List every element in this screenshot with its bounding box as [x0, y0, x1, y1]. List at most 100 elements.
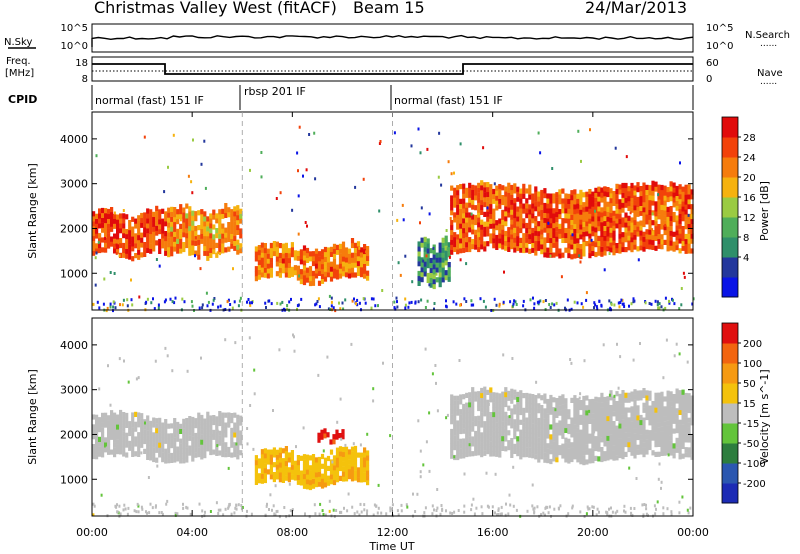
heatmap-cell [645, 194, 649, 200]
heatmap-cell [95, 248, 99, 254]
heatmap-cell [463, 297, 466, 301]
heatmap-cell [107, 213, 111, 219]
heatmap-cell [338, 433, 342, 439]
heatmap-cell [684, 224, 688, 230]
heatmap-cell [176, 248, 180, 254]
heatmap-cell [603, 215, 607, 222]
heatmap-cell [528, 408, 532, 414]
heatmap-cell [556, 199, 559, 203]
heatmap-cell [561, 188, 565, 194]
heatmap-cell [344, 267, 349, 273]
heatmap-cell [468, 446, 472, 452]
heatmap-cell [344, 257, 349, 263]
heatmap-cell [675, 195, 679, 201]
heatmap-cell [137, 451, 141, 457]
heatmap-cell [101, 417, 105, 423]
heatmap-cell [134, 223, 138, 229]
heatmap-cell [586, 505, 589, 509]
heatmap-cell [359, 452, 364, 458]
heatmap-cell [155, 428, 159, 434]
heatmap-cell [347, 258, 352, 264]
heatmap-cell [486, 439, 490, 445]
heatmap-cell [477, 227, 481, 233]
heatmap-cell [419, 151, 422, 155]
heatmap-cell [546, 198, 550, 204]
heatmap-cell [218, 415, 222, 422]
heatmap-cell [564, 437, 568, 443]
heatmap-cell [480, 204, 484, 210]
heatmap-cell [642, 187, 646, 193]
heatmap-cell [468, 397, 472, 403]
heatmap-cell [305, 484, 310, 490]
heatmap-cell [684, 248, 688, 254]
heatmap-cell [507, 390, 511, 396]
heatmap-cell [570, 190, 574, 196]
heatmap-cell [514, 300, 517, 304]
heatmap-cell [239, 440, 243, 446]
heatmap-cell [648, 214, 652, 220]
heatmap-cell [654, 417, 658, 423]
heatmap-cell [512, 465, 515, 469]
heatmap-cell [603, 196, 607, 202]
heatmap-cell [94, 256, 97, 260]
heatmap-cell [648, 244, 652, 250]
heatmap-cell [209, 238, 213, 244]
heatmap-cell [173, 212, 177, 218]
heatmap-cell [497, 507, 500, 511]
heatmap-cell [113, 223, 117, 229]
heatmap-cell [564, 457, 568, 463]
heatmap-cell [275, 256, 279, 262]
heatmap-cell [591, 250, 595, 256]
heatmap-cell [511, 357, 514, 360]
heatmap-cell [489, 421, 493, 428]
heatmap-cell [185, 418, 189, 424]
heatmap-cell [209, 247, 213, 253]
heatmap-cell [359, 262, 364, 268]
heatmap-cell [609, 390, 613, 396]
heatmap-cell [553, 303, 556, 307]
heatmap-cell [317, 373, 320, 377]
heatmap-cell [617, 386, 620, 390]
heatmap-cell [666, 449, 670, 455]
heatmap-cell [164, 216, 168, 222]
heatmap-cell [284, 247, 288, 253]
heatmap-cell [95, 213, 99, 219]
heatmap-cell [479, 297, 482, 301]
heatmap-cell [498, 223, 502, 229]
heatmap-cell [654, 422, 658, 428]
heatmap-cell [555, 427, 559, 433]
heatmap-cell [615, 415, 619, 421]
heatmap-cell [600, 246, 604, 252]
heatmap-cell [209, 445, 213, 451]
heatmap-cell [290, 242, 294, 248]
heatmap-cell [525, 242, 529, 248]
heatmap-cell [546, 203, 550, 209]
heatmap-cell [480, 452, 484, 458]
heatmap-cell [428, 212, 431, 216]
heatmap-cell [552, 232, 556, 238]
heatmap-cell [179, 448, 183, 454]
heatmap-cell [468, 451, 472, 457]
heatmap-cell [571, 233, 574, 237]
heatmap-cell [465, 402, 469, 408]
heatmap-cell [627, 417, 631, 423]
heatmap-cell [636, 405, 640, 411]
heatmap-cell [549, 193, 553, 199]
heatmap-cell [417, 300, 420, 304]
heatmap-cell [534, 454, 538, 460]
heatmap-cell [690, 209, 694, 215]
heatmap-cell [350, 242, 355, 249]
heatmap-cell [453, 171, 455, 175]
heatmap-cell [417, 270, 421, 277]
heatmap-cell [519, 395, 523, 401]
heatmap-cell [209, 223, 213, 229]
heatmap-cell [645, 214, 649, 220]
heatmap-cell [125, 422, 129, 428]
heatmap-cell [450, 394, 454, 400]
heatmap-cell [633, 428, 637, 434]
heatmap-cell [145, 510, 147, 514]
heatmap-cell [546, 218, 550, 224]
heatmap-cell [594, 396, 598, 402]
heatmap-cell [489, 203, 493, 210]
heatmap-cell [254, 465, 258, 471]
